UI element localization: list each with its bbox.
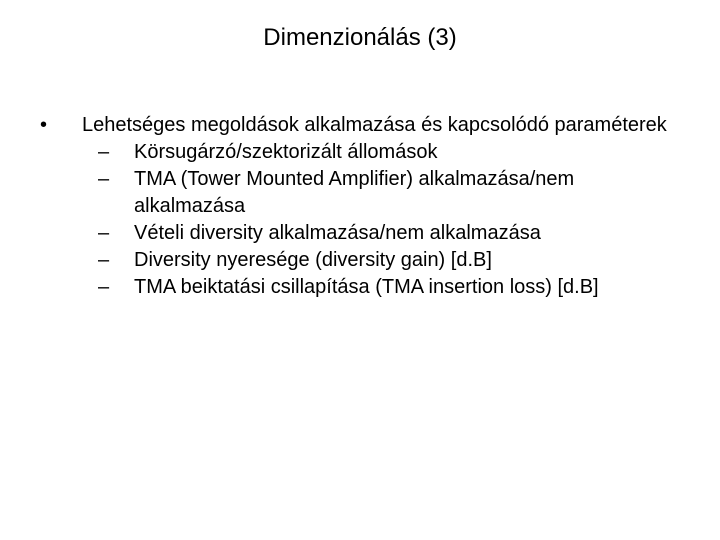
list-item: Lehetséges megoldások alkalmazása és kap… bbox=[40, 112, 680, 301]
slide-title: Dimenzionálás (3) bbox=[40, 24, 680, 52]
list-item: Vételi diversity alkalmazása/nem alkalma… bbox=[82, 220, 680, 247]
slide: Dimenzionálás (3) Lehetséges megoldások … bbox=[0, 0, 720, 540]
list-item: TMA beiktatási csillapítása (TMA inserti… bbox=[82, 274, 680, 301]
sub-point-text: Diversity nyeresége (diversity gain) [d.… bbox=[134, 249, 492, 271]
sub-point-text: TMA beiktatási csillapítása (TMA inserti… bbox=[134, 276, 599, 298]
list-item: TMA (Tower Mounted Amplifier) alkalmazás… bbox=[82, 166, 680, 220]
sub-point-text: Vételi diversity alkalmazása/nem alkalma… bbox=[134, 222, 541, 244]
sub-point-text: Körsugárzó/szektorizált állomások bbox=[134, 141, 437, 163]
list-item: Diversity nyeresége (diversity gain) [d.… bbox=[82, 247, 680, 274]
bullet-list-level2: Körsugárzó/szektorizált állomások TMA (T… bbox=[82, 139, 680, 301]
main-point-text: Lehetséges megoldások alkalmazása és kap… bbox=[82, 114, 667, 136]
bullet-list-level1: Lehetséges megoldások alkalmazása és kap… bbox=[40, 112, 680, 301]
list-item: Körsugárzó/szektorizált állomások bbox=[82, 139, 680, 166]
sub-point-text: TMA (Tower Mounted Amplifier) alkalmazás… bbox=[134, 168, 574, 217]
